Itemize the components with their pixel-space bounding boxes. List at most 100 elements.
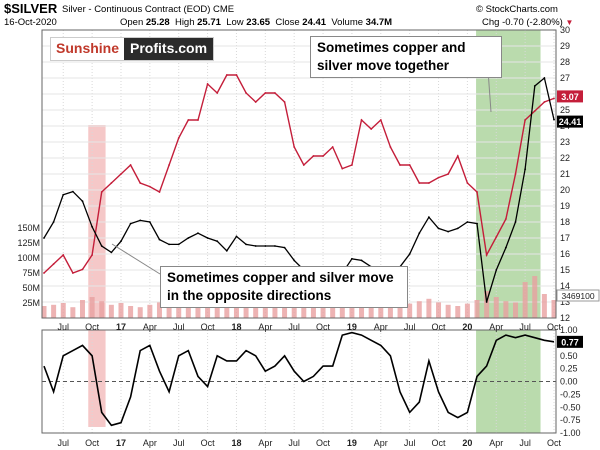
copper-point: [418, 182, 421, 184]
indicator-last-value-text: 0.77: [561, 337, 579, 347]
copper-point: [370, 128, 373, 130]
copper-last-value-box: [557, 90, 583, 103]
x-tick-label: Jul: [519, 322, 531, 332]
silver-point: [504, 246, 507, 249]
silver-point: [235, 235, 238, 238]
volume-axis-label: 25M: [22, 298, 40, 308]
x-tick-label: Jul: [288, 322, 300, 332]
copper-point: [274, 92, 276, 94]
open-label: Open: [120, 17, 144, 28]
indicator-tick-label: 1.00: [560, 325, 578, 335]
volume-bar: [233, 304, 239, 318]
indicator-tick-label: 0.25: [560, 364, 578, 374]
volume-label: Volume: [331, 17, 364, 28]
volume-bar: [166, 303, 172, 318]
low-label: Low: [226, 17, 244, 28]
copyright: © StockCharts.com: [476, 4, 558, 15]
y-tick-label: 25: [560, 105, 570, 115]
y-tick-label: 12: [560, 313, 570, 323]
volume-bar: [310, 301, 316, 318]
chg-label: Chg: [482, 17, 500, 28]
copper-point: [322, 155, 324, 157]
x-tick-label: Oct: [316, 438, 331, 448]
volume-value: 34.7M: [365, 17, 393, 28]
volume-bar: [368, 303, 374, 318]
highlight-opposite-indicator: [88, 330, 106, 427]
silver-point: [293, 259, 296, 262]
volume-bar: [70, 307, 76, 318]
low-value: 23.65: [246, 17, 271, 28]
volume-bar: [185, 307, 191, 318]
x-tick-label: Oct: [85, 322, 100, 332]
silver-point: [351, 257, 353, 260]
x-tick-label: Apr: [374, 322, 388, 332]
callout-pointer-opposite: [111, 243, 161, 275]
close-label: Close: [275, 17, 300, 28]
volume-bar: [262, 302, 268, 318]
copper-point: [495, 236, 498, 238]
volume-bar: [436, 302, 442, 318]
volume-bar: [205, 302, 211, 318]
silver-point: [543, 77, 546, 79]
volume-bar: [89, 297, 95, 318]
y-tick-label: 16: [560, 249, 570, 259]
copper-point: [120, 173, 122, 175]
volume-bar: [407, 303, 413, 318]
description-text: Silver - Continuous Contract (EOD): [62, 4, 211, 15]
copper-point: [408, 164, 411, 166]
volume-bar: [118, 303, 124, 318]
copper-point: [206, 83, 209, 85]
y-tick-label: 15: [560, 265, 570, 275]
volume-bar: [378, 304, 384, 318]
silver-point: [524, 168, 527, 171]
volume-bar: [522, 282, 528, 318]
silver-point: [428, 216, 430, 219]
volume-bar: [60, 303, 66, 318]
indicator-tick-label: -0.75: [560, 415, 581, 425]
silver-point: [245, 243, 247, 246]
copper-point: [447, 173, 450, 175]
silver-point: [225, 249, 228, 252]
volume-axis-label: 125M: [17, 238, 40, 248]
copper-point: [543, 101, 546, 103]
y-tick-label: 22: [560, 153, 570, 163]
silver-point: [168, 243, 170, 246]
copper-point: [485, 254, 488, 256]
silver-point: [129, 222, 132, 225]
x-tick-label: Apr: [489, 438, 503, 448]
x-tick-label: Oct: [547, 322, 562, 332]
x-tick-label: 19: [347, 438, 357, 448]
silver-line: [43, 76, 555, 303]
silver-point: [264, 245, 267, 247]
volume-bar: [282, 304, 288, 318]
copper-point: [476, 191, 478, 193]
copper-last-value-text: 3.07: [561, 92, 579, 102]
silver-point: [177, 243, 180, 246]
x-tick-label: Oct: [201, 438, 216, 448]
volume-bar: [464, 303, 470, 318]
x-tick-label: Apr: [258, 322, 272, 332]
volume-bar: [445, 304, 451, 318]
x-tick-label: Oct: [201, 322, 216, 332]
volume-bar: [301, 303, 307, 318]
copper-point: [100, 191, 103, 193]
header-date: 16-Oct-2020: [4, 17, 57, 28]
copper-point: [293, 146, 296, 148]
x-tick-label: Apr: [143, 438, 157, 448]
silver-point: [553, 118, 555, 121]
y-tick-label: 29: [560, 41, 570, 51]
x-tick-label: Jul: [173, 322, 185, 332]
y-tick-label: 19: [560, 201, 570, 211]
silver-point: [360, 259, 363, 262]
copper-point: [456, 155, 459, 157]
instrument-description: Silver - Continuous Contract (EOD) CME: [62, 4, 234, 15]
main-pane-frame: [41, 29, 557, 319]
x-tick-label: Jul: [288, 438, 300, 448]
silver-point: [514, 221, 517, 223]
copper-point: [399, 164, 401, 166]
logo-part-profits: Profits.com: [124, 38, 214, 60]
x-tick-label: Apr: [258, 438, 272, 448]
copper-point: [351, 164, 353, 166]
y-tick-label: 23: [560, 137, 570, 147]
close-value: 24.41: [302, 17, 327, 28]
